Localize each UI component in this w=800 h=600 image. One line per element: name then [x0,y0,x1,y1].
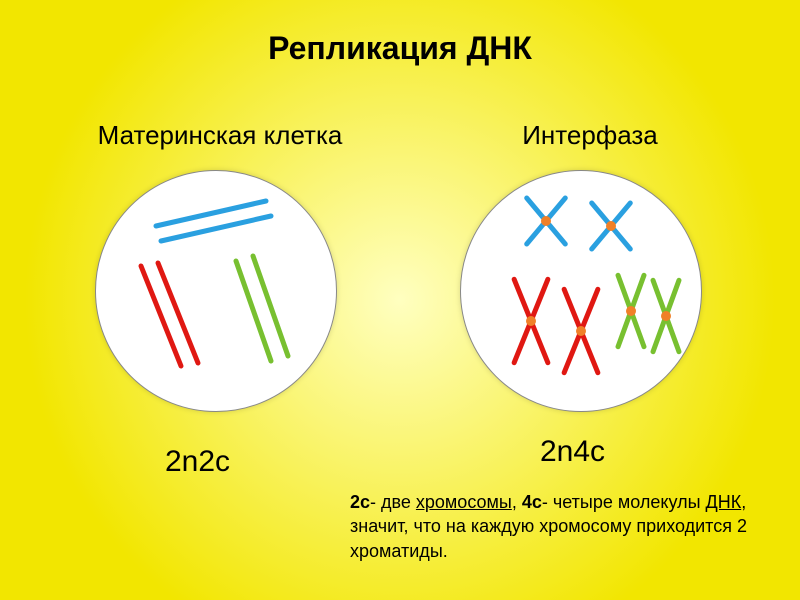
slide-background: Репликация ДНК Материнская клетка Интерф… [0,0,800,600]
mother-cell-chromosomes [96,171,336,411]
right-cell-label: Интерфаза [440,120,740,151]
left-formula: 2n2c [165,445,230,479]
interphase-cell [460,170,702,412]
right-formula: 2n4c [540,435,605,469]
mother-cell [95,170,337,412]
interphase-cell-chromosomes [461,171,701,411]
slide-title: Репликация ДНК [0,30,800,67]
left-cell-label: Материнская клетка [60,120,380,151]
caption-text: 2c- две хромосомы, 4c- четыре молекулы Д… [350,490,780,563]
